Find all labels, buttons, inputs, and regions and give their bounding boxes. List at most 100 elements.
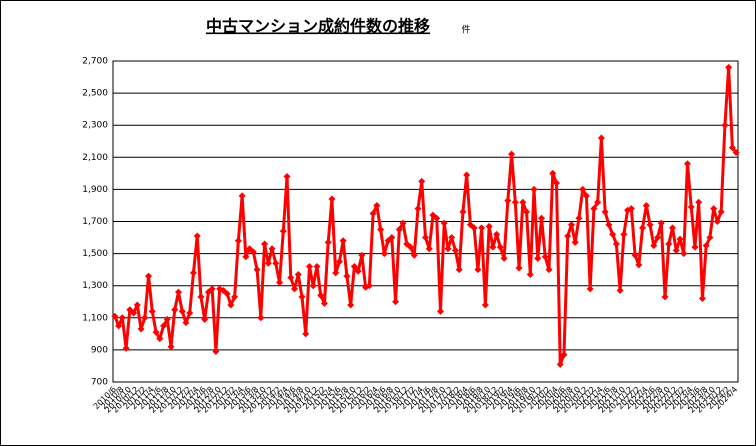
data-marker <box>313 262 321 270</box>
data-marker <box>279 227 287 235</box>
data-marker <box>571 238 579 246</box>
data-marker <box>519 198 527 206</box>
data-marker <box>167 343 175 351</box>
data-marker <box>212 348 220 356</box>
data-marker <box>594 198 602 206</box>
data-marker <box>276 278 284 286</box>
data-marker <box>425 245 433 253</box>
data-marker <box>590 205 598 213</box>
data-marker <box>455 266 463 274</box>
data-marker <box>523 208 531 216</box>
data-marker <box>264 259 272 267</box>
data-marker <box>137 325 145 333</box>
data-marker <box>373 201 381 209</box>
data-marker <box>732 148 740 156</box>
data-marker <box>320 299 328 307</box>
data-marker <box>650 242 658 250</box>
y-tick-label: 1,700 <box>82 217 108 227</box>
data-marker <box>328 195 336 203</box>
y-tick-label: 1,500 <box>82 249 108 259</box>
data-marker <box>358 251 366 259</box>
data-marker <box>661 293 669 301</box>
data-marker <box>440 219 448 227</box>
data-marker <box>160 322 168 330</box>
data-marker <box>130 309 138 317</box>
data-marker <box>702 242 710 250</box>
data-marker <box>369 209 377 217</box>
y-tick-label: 1,300 <box>82 281 108 291</box>
data-marker <box>582 192 590 200</box>
y-tick-label: 700 <box>91 378 108 388</box>
data-marker <box>395 226 403 234</box>
data-marker <box>717 208 725 216</box>
data-marker <box>669 224 677 232</box>
data-marker <box>601 208 609 216</box>
data-marker <box>451 246 459 254</box>
data-marker <box>631 251 639 259</box>
data-marker <box>676 235 684 243</box>
data-marker <box>635 261 643 269</box>
data-marker <box>515 264 523 272</box>
data-marker <box>627 205 635 213</box>
data-marker <box>511 198 519 206</box>
data-marker <box>579 185 587 193</box>
data-marker <box>253 266 261 274</box>
data-marker <box>541 253 549 261</box>
data-marker <box>691 243 699 251</box>
data-marker <box>474 266 482 274</box>
data-marker <box>436 307 444 315</box>
data-marker <box>309 282 317 290</box>
data-marker <box>380 250 388 258</box>
data-marker <box>115 322 123 330</box>
data-marker <box>665 240 673 248</box>
data-marker <box>459 208 467 216</box>
data-marker <box>227 301 235 309</box>
data-marker <box>496 243 504 251</box>
data-marker <box>530 185 538 193</box>
data-marker <box>208 285 216 293</box>
data-marker <box>287 274 295 282</box>
data-marker <box>567 221 575 229</box>
data-marker <box>197 293 205 301</box>
data-marker <box>148 307 156 315</box>
data-marker <box>575 214 583 222</box>
data-marker <box>156 335 164 343</box>
y-tick-label: 2,500 <box>82 89 108 99</box>
data-marker <box>706 234 714 242</box>
data-marker <box>294 270 302 278</box>
data-marker <box>388 234 396 242</box>
data-marker <box>122 344 130 352</box>
data-marker <box>242 253 250 261</box>
data-marker <box>261 240 269 248</box>
data-marker <box>118 314 126 322</box>
chart-title: 中古マンション成約件数の推移 <box>206 17 430 36</box>
data-marker <box>646 221 654 229</box>
data-marker <box>504 197 512 205</box>
data-marker <box>609 230 617 238</box>
data-marker <box>564 232 572 240</box>
data-marker <box>489 243 497 251</box>
data-marker <box>152 328 160 336</box>
data-marker <box>171 306 179 314</box>
data-marker <box>654 234 662 242</box>
y-tick-label: 2,300 <box>82 121 108 131</box>
data-marker <box>725 63 733 71</box>
data-marker <box>257 314 265 322</box>
data-marker <box>317 291 325 299</box>
data-marker <box>481 301 489 309</box>
data-marker <box>710 205 718 213</box>
y-tick-label: 2,700 <box>82 57 108 67</box>
data-marker <box>335 258 343 266</box>
data-marker <box>526 270 534 278</box>
data-marker <box>283 173 291 181</box>
data-marker <box>392 298 400 306</box>
data-marker <box>178 307 186 315</box>
data-marker <box>302 330 310 338</box>
data-marker <box>470 224 478 232</box>
data-marker <box>272 259 280 267</box>
data-marker <box>141 314 149 322</box>
data-marker <box>414 205 422 213</box>
data-marker <box>713 218 721 225</box>
